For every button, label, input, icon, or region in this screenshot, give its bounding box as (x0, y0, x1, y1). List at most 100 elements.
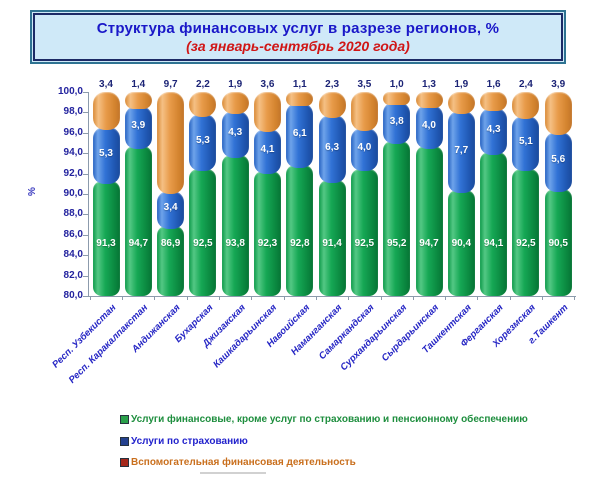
orange-value-label: 1,0 (389, 79, 404, 90)
bar-segment-auxiliary (383, 92, 411, 106)
legend-marker-icon (120, 437, 129, 446)
blue-value-label: 5,6 (551, 154, 566, 166)
bar-segment-financial (286, 165, 314, 296)
bar-segment-financial (350, 168, 378, 296)
chart-title-box-inner: Структура финансовых услуг в разрезе рег… (33, 13, 563, 61)
bar-segment-insurance (286, 103, 314, 169)
orange-value-label: 1,1 (292, 79, 307, 90)
bar-segment-auxiliary (124, 92, 152, 110)
y-tick-label: 90,0 (63, 188, 83, 199)
y-tick-label: 94,0 (63, 147, 83, 159)
bar-segment-financial (318, 179, 346, 296)
orange-value-label: 3,4 (99, 79, 113, 90)
blue-value-label: 6,3 (325, 141, 340, 153)
bar-segment-insurance (189, 114, 217, 172)
blue-value-label: 6,1 (292, 128, 307, 140)
x-tick-mark (509, 296, 511, 300)
legend-item: Услуги по страхованию (120, 436, 248, 447)
green-value-label: 86,9 (160, 238, 181, 249)
chart-title: Структура финансовых услуг в разрезе рег… (96, 20, 500, 37)
bar-segment-insurance (383, 102, 411, 144)
bar-segment-insurance (447, 111, 475, 193)
y-tick-mark (83, 92, 88, 93)
blue-value-label: 4,0 (357, 142, 372, 154)
blue-value-label: 5,3 (195, 135, 210, 147)
y-tick-label: 88,0 (63, 208, 83, 220)
y-tick-mark (83, 194, 88, 195)
x-tick-mark (348, 296, 350, 300)
x-tick-mark (251, 296, 253, 300)
y-tick-mark (83, 112, 88, 114)
bar-segment-auxiliary (189, 92, 217, 118)
green-value-label: 94,7 (419, 238, 439, 249)
y-tick-mark (83, 173, 88, 175)
bar-segment-insurance (157, 190, 185, 229)
orange-value-label: 1,9 (228, 79, 243, 90)
bar-segment-auxiliary (221, 92, 249, 115)
blue-value-label: 3,8 (389, 115, 404, 127)
orange-value-label: 3,9 (551, 79, 566, 90)
legend-label: Услуги по страхованию (131, 436, 248, 447)
green-value-label: 90,4 (451, 238, 472, 249)
y-tick-mark (83, 132, 88, 134)
blue-value-label: 4,0 (422, 119, 436, 131)
x-tick-mark (412, 296, 414, 300)
legend-marker-icon (120, 415, 129, 424)
green-value-label: 93,8 (225, 238, 245, 249)
bar-segment-financial (383, 140, 411, 296)
bar-segment-auxiliary (480, 92, 508, 112)
cropped-artifact-line (200, 472, 266, 474)
bar-segment-auxiliary (286, 92, 314, 107)
y-tick-mark (83, 255, 88, 257)
green-value-label: 90,5 (548, 238, 568, 249)
blue-value-label: 4,1 (260, 143, 275, 155)
green-value-label: 92,5 (516, 238, 536, 249)
bar-segment-auxiliary (157, 92, 185, 194)
bar-segment-financial (221, 155, 249, 296)
x-tick-mark (186, 296, 188, 300)
bar-segment-insurance (318, 115, 346, 183)
green-value-label: 92,5 (354, 238, 375, 249)
orange-value-label: 2,2 (195, 79, 210, 90)
y-tick-label: 86,0 (63, 228, 83, 240)
blue-value-label: 4,3 (228, 127, 243, 139)
blue-value-label: 3,4 (163, 202, 178, 214)
bar-segment-insurance (480, 108, 508, 156)
blue-value-label: 3,9 (131, 120, 146, 132)
bar-segment-auxiliary (512, 92, 540, 120)
orange-value-label: 9,7 (163, 79, 178, 90)
bar-segment-financial (124, 146, 152, 296)
bar-segment-financial (480, 152, 508, 296)
orange-value-label: 3,5 (357, 79, 372, 90)
bar-segment-insurance (544, 131, 572, 192)
legend-marker-icon (120, 458, 129, 467)
y-axis-line (88, 92, 89, 296)
orange-value-label: 1,6 (486, 79, 501, 90)
green-value-label: 94,1 (483, 238, 504, 249)
bar-segment-auxiliary (254, 92, 281, 132)
bar-segment-financial (189, 168, 217, 296)
bar-segment-auxiliary (544, 92, 572, 135)
chart-title-box: Структура финансовых услуг в разрезе рег… (30, 10, 566, 64)
orange-value-label: 1,3 (422, 79, 436, 90)
y-tick-label: 96,0 (63, 126, 83, 138)
orange-value-label: 2,4 (518, 79, 533, 90)
y-tick-mark (83, 234, 88, 236)
y-tick-mark (83, 275, 88, 277)
y-tick-mark (83, 214, 88, 216)
bar-segment-financial (415, 146, 443, 296)
legend-label: Услуги финансовые, кроме услуг по страхо… (131, 414, 528, 425)
x-tick-mark (315, 296, 317, 300)
blue-value-label: 7,7 (454, 144, 469, 156)
x-tick-mark (89, 296, 91, 300)
x-axis-line (84, 296, 576, 297)
bar-segment-auxiliary (350, 92, 378, 131)
bar-segment-financial (254, 170, 281, 296)
bar-segment-insurance (221, 111, 249, 159)
y-tick-label: 80,0 (63, 290, 83, 301)
bar-segment-insurance (512, 116, 540, 172)
orange-value-label: 2,3 (325, 79, 340, 90)
x-tick-mark (445, 296, 447, 300)
green-value-label: 92,8 (290, 238, 310, 249)
